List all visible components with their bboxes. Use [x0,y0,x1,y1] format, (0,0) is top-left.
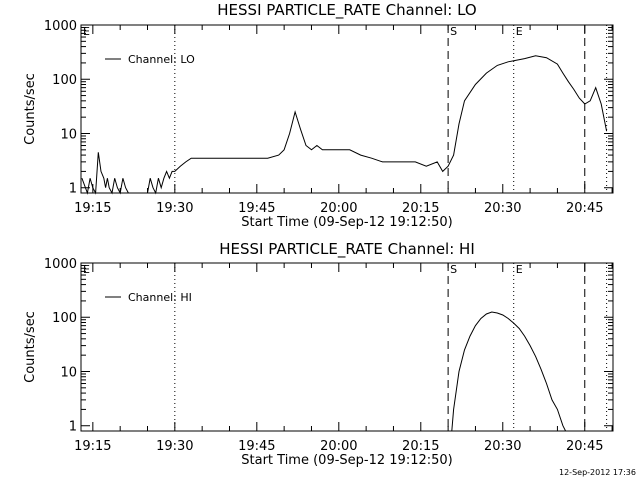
hi-count-rate-line [451,311,567,432]
lo-x-tick-label: 19:30 [156,201,193,216]
lo-chart-title: HESSI PARTICLE_RATE Channel: LO [217,1,476,20]
hi-y-tick-label: 1000 [44,257,77,272]
hi-y-axis-label: Counts/sec [23,311,38,383]
hi-x-tick-label: 20:45 [566,439,603,454]
hi-legend-entry: Channel: HI [128,291,192,304]
hi-x-tick-label: 20:30 [484,439,521,454]
lo-channel-panel: HESSI PARTICLE_RATE Channel: LO 19:15 19:3… [23,1,614,230]
hi-channel-panel: HESSI PARTICLE_RATE Channel: HI 19:15 19:3… [23,240,614,468]
lo-marker-label: E [83,25,90,38]
hi-x-tick-label: 19:15 [74,439,111,454]
lo-y-tick-label: 1000 [44,19,77,34]
hi-y-tick-label: 100 [52,311,77,326]
lo-x-axis-label: Start Time (09-Sep-12 19:12:50) [241,215,452,230]
lo-x-tick-label: 20:15 [402,201,439,216]
lo-x-tick-label: 19:15 [74,201,111,216]
footer-timestamp: 12-Sep-2012 17:36 [559,468,636,477]
lo-x-tick-label: 20:00 [320,201,357,216]
lo-y-axis-label: Counts/sec [23,73,38,145]
hi-x-tick-label: 20:15 [402,439,439,454]
lo-legend-entry: Channel: LO [128,53,195,66]
hi-y-tick-label: 10 [60,365,77,380]
hi-marker-label: S [450,263,457,276]
hi-marker-label: E [83,263,90,276]
hi-x-axis-label: Start Time (09-Sep-12 19:12:50) [241,453,452,468]
hi-chart-title: HESSI PARTICLE_RATE Channel: HI [219,240,475,259]
lo-y-tick-label: 100 [52,73,77,88]
lo-x-tick-label: 20:45 [566,201,603,216]
lo-y-tick-label: 10 [60,127,77,142]
hi-x-tick-label: 19:30 [156,439,193,454]
lo-x-tick-label: 20:30 [484,201,521,216]
lo-marker-label: S [450,25,457,38]
hi-marker-label: E [516,263,523,276]
hi-y-tick-label: 1 [69,420,77,435]
lo-marker-label: E [516,25,523,38]
lo-plot-frame [80,24,614,194]
lo-count-rate-line [81,55,608,195]
lo-x-tick-label: 19:45 [238,201,275,216]
lo-y-tick-label: 1 [69,182,77,197]
hi-plot-frame [80,262,614,432]
hi-x-tick-label: 20:00 [320,439,357,454]
hi-x-tick-label: 19:45 [238,439,275,454]
